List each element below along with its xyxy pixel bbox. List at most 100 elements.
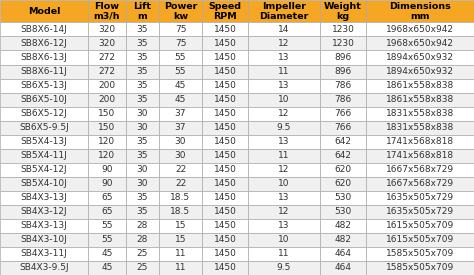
Text: 30: 30	[137, 109, 148, 118]
Bar	[202, 233, 248, 247]
Text: 1968x650x942: 1968x650x942	[386, 39, 454, 48]
Text: 35: 35	[137, 95, 148, 104]
Text: 37: 37	[175, 123, 186, 132]
Bar	[202, 79, 248, 93]
Text: 30: 30	[175, 137, 186, 146]
Bar	[320, 205, 366, 219]
Bar	[159, 261, 202, 275]
Text: 120: 120	[99, 151, 116, 160]
Text: 642: 642	[335, 137, 352, 146]
Bar	[320, 23, 366, 37]
Text: 13: 13	[278, 81, 290, 90]
Bar	[202, 37, 248, 51]
Text: 13: 13	[278, 221, 290, 230]
Text: 30: 30	[137, 179, 148, 188]
Bar	[126, 247, 159, 261]
Bar	[88, 0, 126, 23]
Text: 1450: 1450	[214, 81, 237, 90]
Bar	[159, 205, 202, 219]
Bar	[248, 37, 320, 51]
Bar	[202, 149, 248, 163]
Bar	[248, 65, 320, 79]
Text: 464: 464	[335, 249, 352, 258]
Text: 30: 30	[137, 123, 148, 132]
Text: 45: 45	[175, 81, 186, 90]
Bar	[202, 93, 248, 107]
Bar	[159, 219, 202, 233]
Bar	[202, 23, 248, 37]
Text: 28: 28	[137, 221, 148, 230]
Bar	[366, 121, 474, 135]
Text: 9.5: 9.5	[277, 263, 291, 273]
Bar	[126, 149, 159, 163]
Bar	[126, 121, 159, 135]
Bar	[159, 149, 202, 163]
Text: 35: 35	[137, 53, 148, 62]
Bar	[88, 107, 126, 121]
Text: SB8X6-12J: SB8X6-12J	[21, 39, 67, 48]
Bar	[88, 177, 126, 191]
Bar	[126, 79, 159, 93]
Text: 464: 464	[335, 263, 352, 273]
Text: SB4X3-10J: SB4X3-10J	[21, 235, 67, 244]
Text: 15: 15	[175, 235, 186, 244]
Bar	[88, 191, 126, 205]
Bar	[159, 247, 202, 261]
Bar	[366, 205, 474, 219]
Bar	[0, 205, 88, 219]
Text: 35: 35	[137, 81, 148, 90]
Bar	[126, 233, 159, 247]
Text: 272: 272	[99, 53, 116, 62]
Text: 22: 22	[175, 179, 186, 188]
Text: 896: 896	[334, 67, 352, 76]
Text: 120: 120	[99, 137, 116, 146]
Bar	[320, 121, 366, 135]
Bar	[88, 233, 126, 247]
Bar	[126, 177, 159, 191]
Bar	[0, 219, 88, 233]
Bar	[320, 177, 366, 191]
Text: 1831x558x838: 1831x558x838	[386, 123, 454, 132]
Bar	[366, 79, 474, 93]
Bar	[0, 79, 88, 93]
Bar	[0, 0, 88, 23]
Bar	[248, 191, 320, 205]
Text: SB6X5-13J: SB6X5-13J	[20, 81, 67, 90]
Bar	[126, 37, 159, 51]
Text: 35: 35	[137, 39, 148, 48]
Text: SB4X3-12J: SB4X3-12J	[21, 207, 67, 216]
Bar	[88, 205, 126, 219]
Bar	[202, 177, 248, 191]
Text: 1741x568x818: 1741x568x818	[386, 151, 454, 160]
Text: 642: 642	[335, 151, 352, 160]
Bar	[320, 0, 366, 23]
Text: 1667x568x729: 1667x568x729	[386, 179, 454, 188]
Bar	[248, 93, 320, 107]
Bar	[0, 163, 88, 177]
Text: Model: Model	[28, 7, 60, 16]
Bar	[320, 233, 366, 247]
Text: 1230: 1230	[331, 25, 355, 34]
Text: 12: 12	[278, 165, 290, 174]
Bar	[159, 177, 202, 191]
Text: 1450: 1450	[214, 53, 237, 62]
Bar	[0, 65, 88, 79]
Text: 55: 55	[101, 235, 113, 244]
Text: 1585x505x709: 1585x505x709	[386, 263, 454, 273]
Text: 35: 35	[137, 25, 148, 34]
Text: 482: 482	[335, 221, 352, 230]
Text: 13: 13	[278, 137, 290, 146]
Text: 320: 320	[99, 25, 116, 34]
Text: 1450: 1450	[214, 249, 237, 258]
Text: 11: 11	[175, 263, 186, 273]
Bar	[320, 247, 366, 261]
Text: 13: 13	[278, 193, 290, 202]
Bar	[366, 191, 474, 205]
Bar	[366, 247, 474, 261]
Bar	[0, 23, 88, 37]
Bar	[0, 191, 88, 205]
Text: 1450: 1450	[214, 235, 237, 244]
Bar	[202, 191, 248, 205]
Text: 1450: 1450	[214, 123, 237, 132]
Bar	[88, 219, 126, 233]
